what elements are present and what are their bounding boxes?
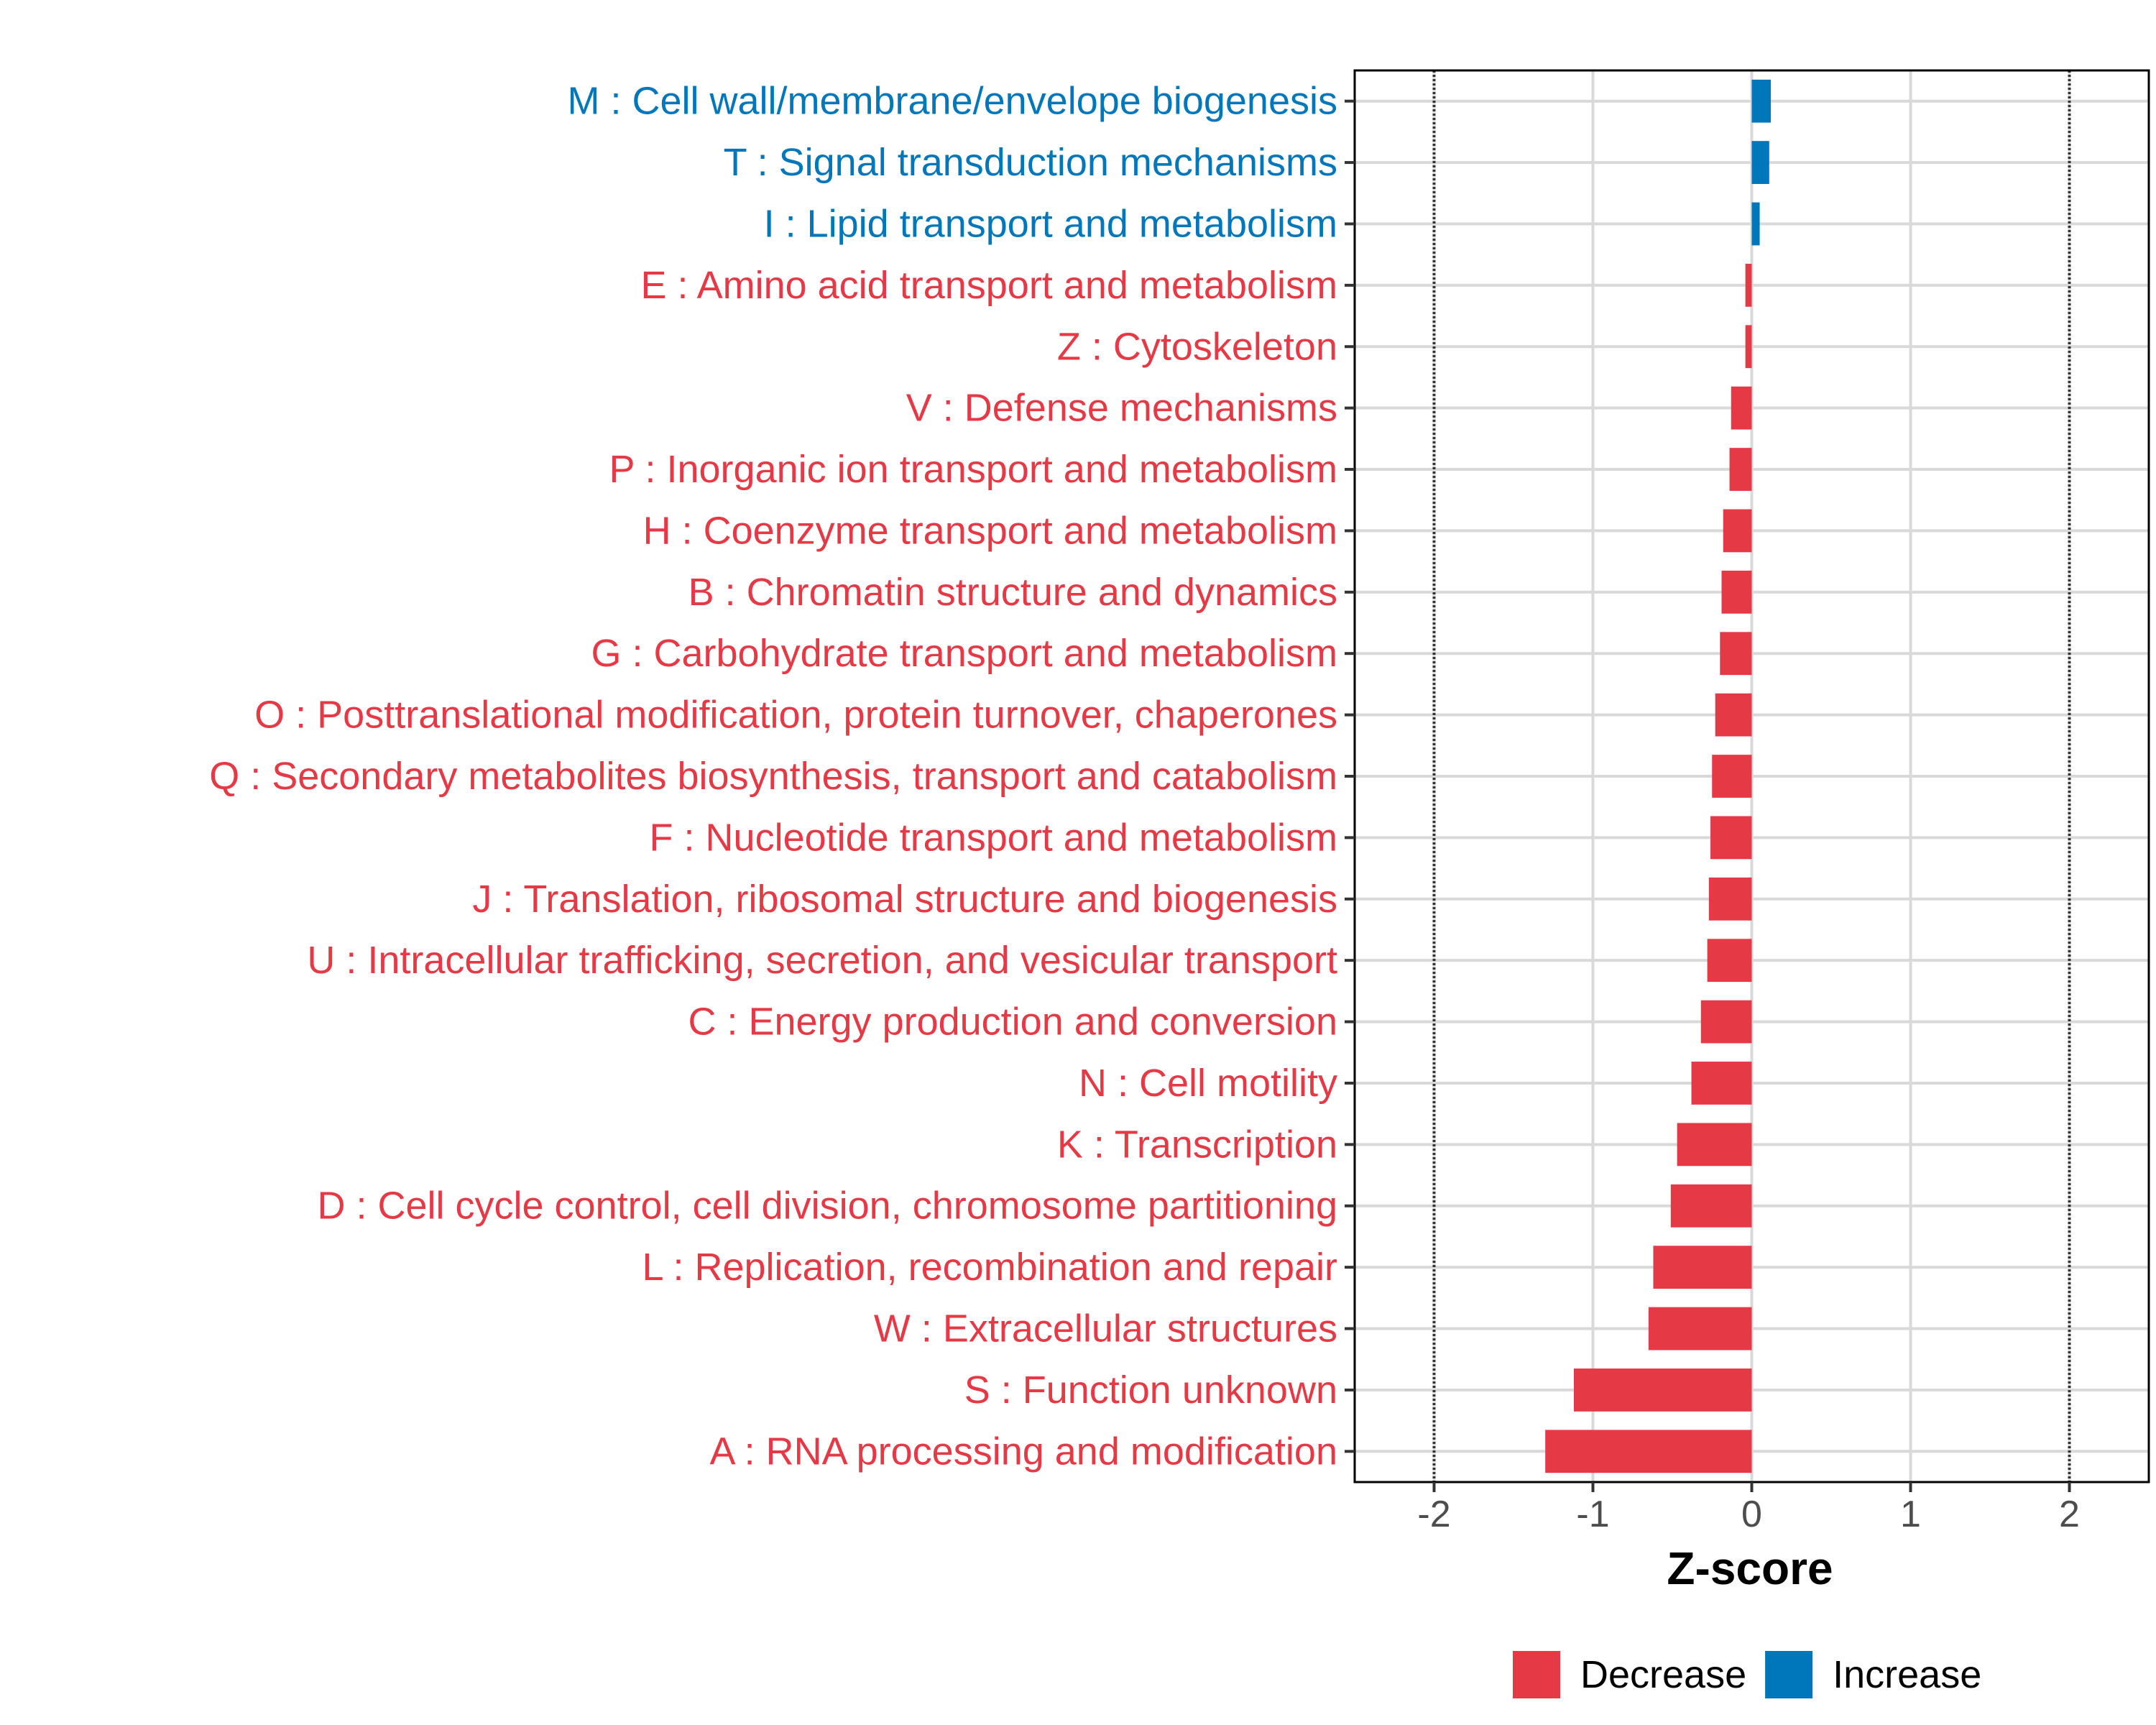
y-tick-label: F : Nucleotide transport and metabolism <box>650 816 1337 859</box>
legend-label-increase: Increase <box>1833 1653 1981 1696</box>
y-tick-label: W : Extracellular structures <box>874 1307 1337 1351</box>
y-tick-label: M : Cell wall/membrane/envelope biogenes… <box>567 80 1337 123</box>
y-tick-label: J : Translation, ribosomal structure and… <box>472 878 1337 921</box>
y-tick-label: C : Energy production and conversion <box>688 1000 1337 1044</box>
bar <box>1677 1123 1752 1167</box>
y-tick-label: A : RNA processing and modification <box>710 1430 1337 1473</box>
legend-swatch-increase <box>1765 1651 1813 1698</box>
x-tick-label: 0 <box>1741 1494 1762 1535</box>
bars <box>1545 79 1772 1473</box>
y-tick-label: T : Signal transduction mechanisms <box>724 141 1337 184</box>
bar <box>1720 632 1752 676</box>
bar <box>1707 939 1752 983</box>
y-tick-label: L : Replication, recombination and repai… <box>642 1246 1337 1289</box>
bar <box>1723 509 1752 553</box>
bar <box>1648 1307 1752 1351</box>
legend-label-decrease: Decrease <box>1580 1653 1746 1696</box>
bar <box>1653 1246 1752 1289</box>
y-tick-label: K : Transcription <box>1057 1123 1337 1166</box>
bar <box>1745 263 1752 307</box>
x-axis-title: Z-score <box>1667 1542 1833 1594</box>
bar <box>1751 141 1769 184</box>
bar <box>1715 693 1752 737</box>
bar <box>1751 202 1760 246</box>
legend: Decrease Increase <box>1513 1651 1981 1698</box>
x-tick-label: -2 <box>1417 1494 1450 1535</box>
y-tick-label: I : Lipid transport and metabolism <box>764 202 1337 245</box>
bar <box>1729 448 1752 491</box>
y-tick-label: H : Coenzyme transport and metabolism <box>643 509 1337 552</box>
bar <box>1708 877 1752 921</box>
y-tick-label: V : Defense mechanisms <box>906 387 1337 430</box>
bar <box>1751 79 1772 123</box>
y-tick-label: S : Function unknown <box>964 1368 1337 1412</box>
legend-swatch-decrease <box>1513 1651 1560 1698</box>
x-tick-label: -1 <box>1576 1494 1609 1535</box>
bar <box>1745 325 1752 369</box>
x-axis-ticks <box>1432 1482 2071 1492</box>
y-tick-label: G : Carbohydrate transport and metabolis… <box>591 632 1338 675</box>
y-tick-label: B : Chromatin structure and dynamics <box>688 571 1337 614</box>
y-tick-label: Q : Secondary metabolites biosynthesis, … <box>209 755 1337 798</box>
bar <box>1670 1184 1752 1228</box>
y-tick-label: U : Intracellular trafficking, secretion… <box>307 939 1337 982</box>
bar <box>1700 1000 1752 1044</box>
y-tick-label: P : Inorganic ion transport and metaboli… <box>609 448 1337 491</box>
bar <box>1712 755 1752 798</box>
y-axis-ticks <box>1345 99 1355 1453</box>
y-tick-label: E : Amino acid transport and metabolism <box>641 264 1337 307</box>
y-tick-label: N : Cell motility <box>1079 1062 1337 1105</box>
x-axis-tick-labels: -2 -1 0 1 2 <box>1417 1494 2080 1535</box>
y-tick-label: Z : Cytoskeleton <box>1057 325 1337 368</box>
bar <box>1721 570 1752 614</box>
bar <box>1545 1430 1752 1473</box>
bar <box>1691 1062 1752 1105</box>
bar <box>1573 1368 1752 1412</box>
y-axis-labels: M : Cell wall/membrane/envelope biogenes… <box>209 80 1337 1473</box>
bar <box>1710 816 1752 860</box>
x-tick-label: 1 <box>1900 1494 1921 1535</box>
y-tick-label: O : Posttranslational modification, prot… <box>254 694 1337 737</box>
bar <box>1731 386 1752 430</box>
y-tick-label: D : Cell cycle control, cell division, c… <box>317 1184 1337 1228</box>
x-tick-label: 2 <box>2059 1494 2080 1535</box>
